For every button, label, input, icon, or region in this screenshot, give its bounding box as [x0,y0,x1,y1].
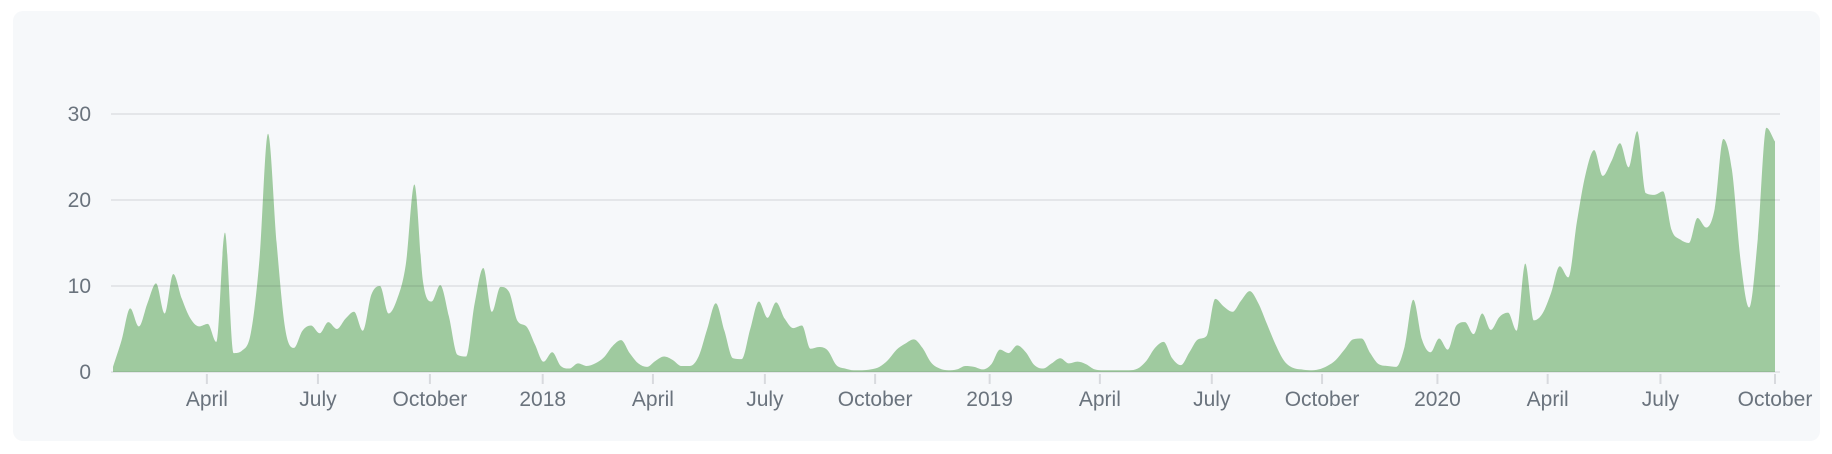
x-axis-label: April [1527,388,1569,411]
x-axis-label: October [1285,388,1360,411]
chart-panel [13,11,1820,441]
x-axis-label: 2020 [1414,388,1461,411]
y-axis-label: 20 [68,189,91,212]
area-series [113,127,1775,372]
y-axis-label: 0 [79,361,91,384]
x-axis-label: July [746,388,784,411]
x-axis-label: July [299,388,337,411]
x-axis-label: October [393,388,468,411]
x-axis-label: April [1079,388,1121,411]
x-axis-labels: April July October 2018 April July October 2019… [186,388,1812,411]
x-axis-label: April [632,388,674,411]
x-axis-ticks [205,374,1776,384]
y-axis-label: 10 [68,275,91,298]
gridlines [111,113,1780,373]
y-axis-label: 30 [68,103,91,126]
x-axis-label: 2018 [519,388,566,411]
x-axis-label: 2019 [966,388,1013,411]
x-axis-label: April [186,388,228,411]
x-axis-label: July [1642,388,1680,411]
x-axis-label: October [838,388,913,411]
x-axis-label: October [1738,388,1813,411]
x-axis-label: July [1193,388,1231,411]
y-axis-labels: 0 10 20 30 [68,103,91,384]
area-series-path [113,127,1775,372]
